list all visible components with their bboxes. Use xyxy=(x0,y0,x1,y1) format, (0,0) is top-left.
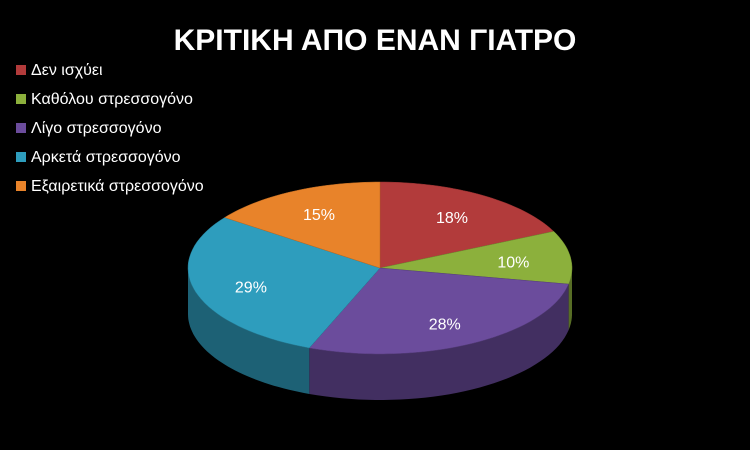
data-label: 29% xyxy=(235,279,267,296)
data-label: 10% xyxy=(497,254,529,271)
legend-label: Αρκετά στρεσσογόνο xyxy=(31,149,181,166)
slice xyxy=(379,231,573,285)
legend-marker xyxy=(16,65,26,75)
slice xyxy=(224,181,381,269)
legend-marker xyxy=(16,152,26,162)
slice xyxy=(308,267,569,355)
slice xyxy=(379,181,555,269)
data-label: 15% xyxy=(303,207,335,224)
data-label: 18% xyxy=(436,210,468,227)
chart-title: ΚΡΙΤΙΚΗ ΑΠΟ ΕΝΑΝ ΓΙΑΤΡΟ xyxy=(174,24,577,57)
slice-side xyxy=(188,268,310,394)
legend-marker xyxy=(16,94,26,104)
legend-label: Λίγο στρεσσογόνο xyxy=(31,120,162,137)
legend-marker xyxy=(16,181,26,191)
slice-side xyxy=(309,284,569,400)
data-label: 28% xyxy=(429,316,461,333)
legend-label: Καθόλου στρεσσογόνο xyxy=(31,91,193,108)
slice-side xyxy=(568,268,572,331)
legend-label: Εξαιρετικά στρεσσογόνο xyxy=(31,178,204,195)
legend-marker xyxy=(16,123,26,133)
legend-label: Δεν ισχύει xyxy=(31,62,103,79)
slice xyxy=(187,217,381,349)
